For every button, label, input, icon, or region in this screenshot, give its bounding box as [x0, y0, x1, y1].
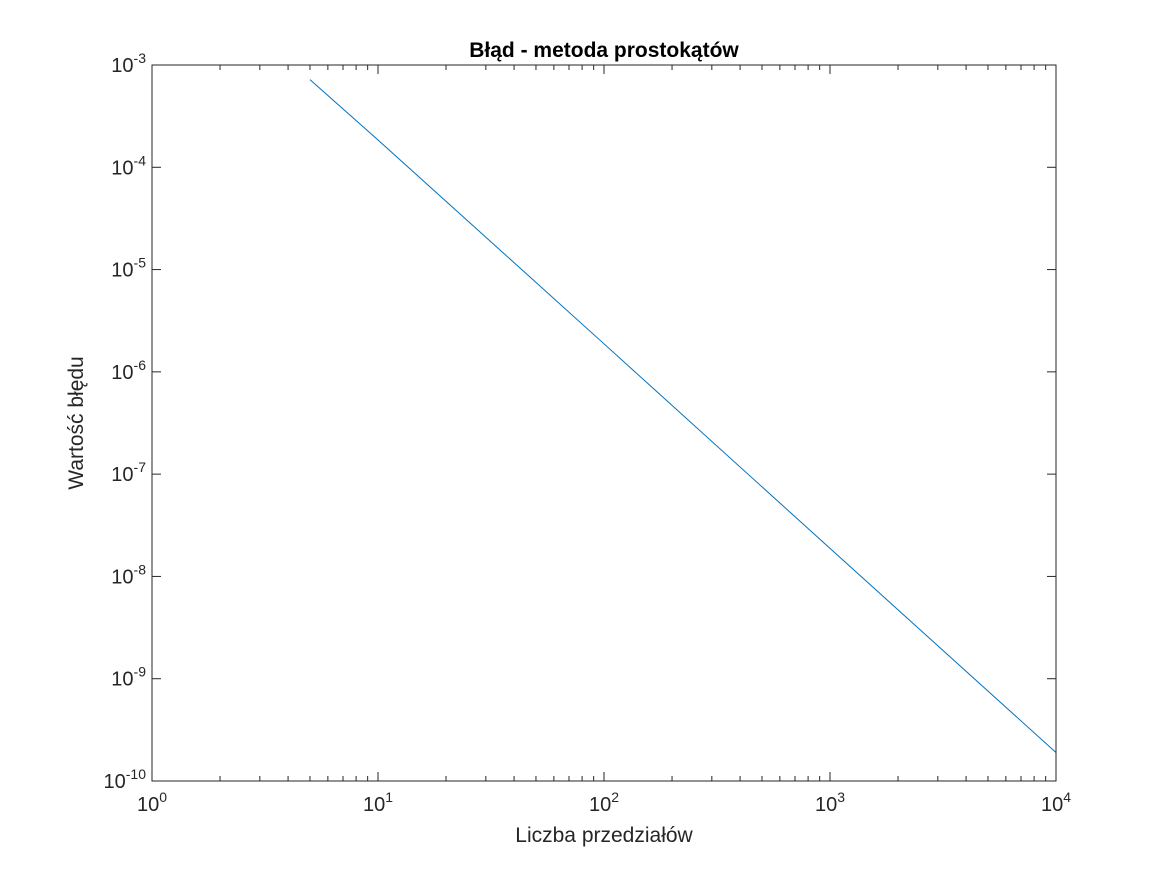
x-tick-label: 104 — [1041, 789, 1071, 816]
y-tick-label: 10-10 — [104, 766, 147, 793]
y-tick-label: 10-8 — [111, 561, 146, 588]
axes-background — [152, 65, 1056, 781]
y-tick-label: 10-9 — [111, 664, 146, 691]
y-tick-label: 10-3 — [111, 50, 146, 77]
y-tick-labels: 10-10 10-9 10-8 10-7 10-6 10-5 10-4 10-3 — [104, 50, 147, 793]
x-tick-label: 101 — [363, 789, 393, 816]
x-tick-label: 102 — [589, 789, 619, 816]
series-layer — [309, 79, 1057, 753]
y-tick-label: 10-6 — [111, 357, 146, 384]
chart-title: Błąd - metoda prostokątów — [469, 39, 739, 62]
x-tick-label: 100 — [137, 789, 167, 816]
x-tick-label: 103 — [815, 789, 845, 816]
y-axis-title: Wartość błędu — [65, 356, 88, 489]
minor-ticks — [219, 65, 1047, 781]
series-line-1 — [309, 79, 1057, 753]
y-tick-label: 10-4 — [111, 152, 146, 179]
x-axis-title: Liczba przedziałów — [515, 824, 693, 847]
y-tick-label: 10-7 — [111, 459, 146, 486]
axes-box — [151, 64, 1057, 782]
y-tick-label: 10-5 — [111, 255, 146, 282]
x-tick-labels: 100 101 102 103 104 — [137, 789, 1071, 816]
